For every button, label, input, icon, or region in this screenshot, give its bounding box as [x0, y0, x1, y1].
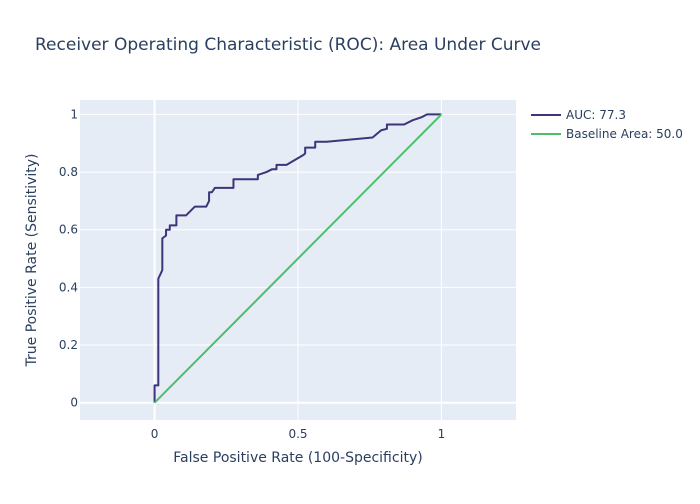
y-tick-label: 0.6	[59, 223, 78, 237]
chart-title: Receiver Operating Characteristic (ROC):…	[35, 35, 541, 55]
x-tick-label: 0.5	[288, 427, 307, 441]
y-tick-label: 0.4	[59, 280, 78, 294]
zero-lines	[80, 100, 516, 420]
y-axis-label: True Positive Rate (Sensitivity)	[24, 154, 40, 368]
y-tick-label: 0.8	[59, 165, 78, 179]
y-tick-labels: 0 0.2 0.4 0.6 0.8 1	[59, 107, 78, 409]
legend: AUC: 77.3 Baseline Area: 50.0	[531, 108, 683, 141]
y-tick-label: 1	[70, 107, 78, 121]
x-tick-labels: 0 0.5 1	[151, 427, 445, 441]
x-tick-label: 0	[151, 427, 159, 441]
legend-entry-label: AUC: 77.3	[566, 108, 626, 122]
baseline-line	[153, 113, 443, 404]
grid-lines	[80, 100, 516, 420]
x-tick-label: 1	[438, 427, 446, 441]
legend-entry-label: Baseline Area: 50.0	[566, 127, 683, 141]
x-axis-label: False Positive Rate (100-Specificity)	[173, 450, 422, 466]
series-layer	[153, 113, 443, 404]
roc-curve-line	[153, 113, 442, 403]
y-tick-label: 0.2	[59, 338, 78, 352]
y-tick-label: 0	[70, 396, 78, 410]
